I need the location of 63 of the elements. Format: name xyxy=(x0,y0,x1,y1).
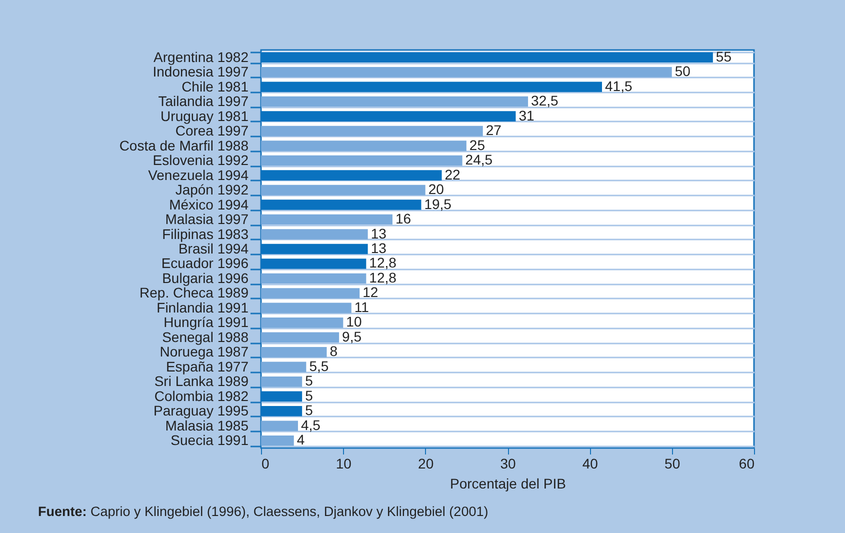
x-axis-title: Porcentaje del PIB xyxy=(450,476,566,492)
y-tick-label: Colombia 1982 xyxy=(154,388,249,404)
data-label: 25 xyxy=(469,136,486,153)
y-tick-label: Suecia 1991 xyxy=(170,432,249,448)
data-label: 13 xyxy=(370,225,387,242)
y-tick-label: México 1994 xyxy=(169,196,249,212)
y-tick-label: Rep. Checa 1989 xyxy=(140,284,249,301)
data-label: 12 xyxy=(362,284,378,300)
data-label: 8 xyxy=(330,343,338,360)
data-label: 20 xyxy=(428,181,444,198)
y-tick-label: Bulgaria 1996 xyxy=(162,270,249,286)
y-tick-label: Argentina 1982 xyxy=(154,48,249,65)
y-tick-label: Indonesia 1997 xyxy=(152,64,249,80)
y-tick-label: Hungría 1991 xyxy=(164,314,249,330)
data-label: 55 xyxy=(716,48,732,64)
y-tick-label: Eslovenia 1992 xyxy=(152,152,249,168)
data-label: 12,8 xyxy=(369,269,397,286)
y-tick-label: Malasia 1997 xyxy=(165,211,249,228)
data-label: 11 xyxy=(354,298,370,315)
x-tick-label: 50 xyxy=(664,456,680,472)
y-tick-label: Tailandia 1997 xyxy=(158,93,249,110)
data-label: 32,5 xyxy=(531,92,559,109)
y-tick-label: Costa de Marfil 1988 xyxy=(119,137,249,154)
y-tick-label: Malasia 1985 xyxy=(165,417,249,434)
y-tick-label: Senegal 1988 xyxy=(162,328,249,345)
data-label: 5 xyxy=(305,387,314,404)
source-note: Fuente: Caprio y Klingebiel (1996), Claessens, Djankov y Klingebiel (2001) xyxy=(38,504,488,519)
y-tick-label: Ecuador 1996 xyxy=(161,255,249,272)
data-label: 5,5 xyxy=(309,358,329,374)
y-tick-label: Chile 1981 xyxy=(182,78,249,94)
x-tick-label: 30 xyxy=(500,456,516,472)
y-tick-label: Brasil 1994 xyxy=(178,240,249,256)
y-tick-label: Finlandia 1991 xyxy=(156,299,249,316)
y-tick-label: Paraguay 1995 xyxy=(154,402,249,419)
y-tick-label: Venezuela 1994 xyxy=(148,166,249,183)
data-label: 41,5 xyxy=(604,78,632,94)
y-tick-label: España 1977 xyxy=(166,358,249,374)
x-tick-label: 10 xyxy=(336,456,352,472)
x-tick-label: 60 xyxy=(738,456,755,472)
data-label: 4 xyxy=(296,432,305,448)
x-tick-label: 40 xyxy=(582,456,598,472)
x-tick-label: 0 xyxy=(262,456,270,472)
data-label: 16 xyxy=(395,210,412,227)
data-label: 5 xyxy=(305,372,314,389)
data-label: 50 xyxy=(674,63,691,80)
data-label: 13 xyxy=(370,240,387,256)
data-label: 27 xyxy=(486,122,502,138)
data-label: 31 xyxy=(518,107,535,124)
data-label: 24,5 xyxy=(465,152,493,168)
data-label: 22 xyxy=(444,166,461,182)
x-tick-label: 20 xyxy=(418,456,434,472)
data-label: 10 xyxy=(346,314,362,330)
y-tick-label: Noruega 1987 xyxy=(160,344,249,360)
y-tick-label: Japón 1992 xyxy=(175,182,249,198)
data-label: 9,5 xyxy=(342,328,362,344)
data-label: 12,8 xyxy=(369,254,397,271)
data-label: 19,5 xyxy=(424,196,452,212)
y-tick-label: Sri Lanka 1989 xyxy=(154,373,249,390)
data-label: 4,5 xyxy=(300,416,321,433)
y-tick-label: Uruguay 1981 xyxy=(160,108,249,124)
y-tick-label: Corea 1997 xyxy=(175,122,249,139)
y-tick-label: Filipinas 1983 xyxy=(162,226,249,242)
data-label: 5 xyxy=(305,402,314,418)
